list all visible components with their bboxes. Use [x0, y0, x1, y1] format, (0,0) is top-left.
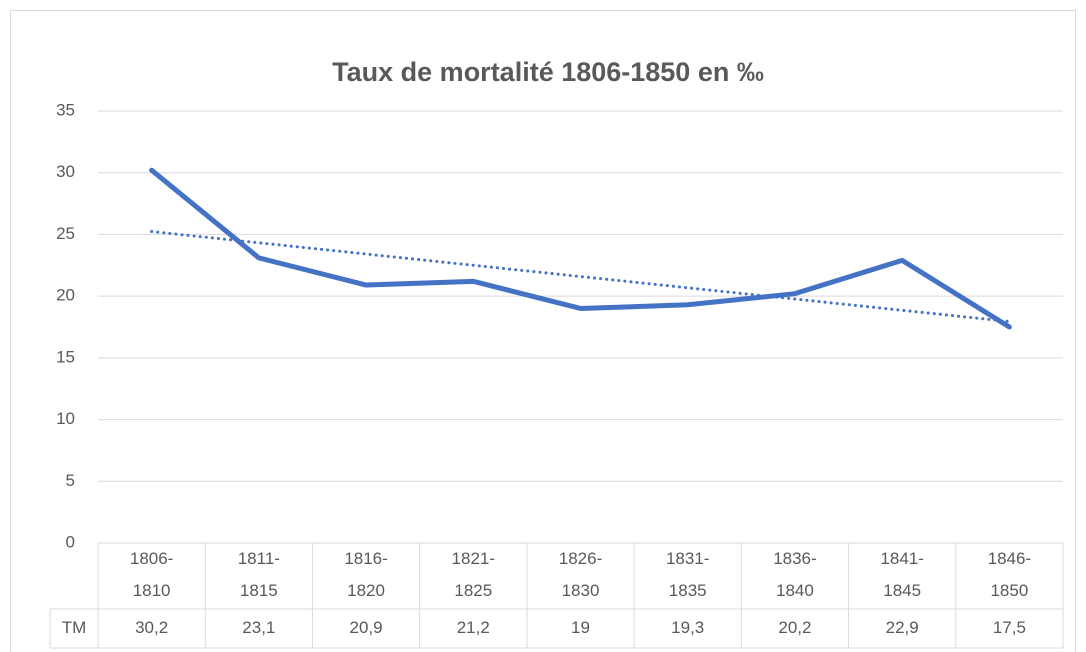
x-tick-label: 1806-1810 [130, 549, 173, 600]
y-tick-label: 25 [56, 224, 75, 243]
table-value: 22,9 [886, 618, 919, 637]
table-value: 17,5 [993, 618, 1026, 637]
table-value: 20,9 [350, 618, 383, 637]
table-value: 20,2 [778, 618, 811, 637]
table-value: 19,3 [671, 618, 704, 637]
x-tick-label: 1821-1825 [452, 549, 495, 600]
x-tick-label: 1816-1820 [344, 549, 387, 600]
chart-title: Taux de mortalité 1806-1850 en ‰ [332, 57, 764, 87]
y-tick-label: 35 [56, 100, 75, 119]
x-tick-label: 1831-1835 [666, 549, 709, 600]
table-value: 23,1 [242, 618, 275, 637]
y-tick-label: 5 [66, 471, 75, 490]
y-tick-label: 0 [66, 532, 75, 551]
y-tick-label: 30 [56, 162, 75, 181]
x-tick-label: 1811-1815 [238, 549, 280, 600]
trendline [150, 230, 1011, 324]
x-tick-label: 1836-1840 [773, 549, 816, 600]
line [149, 167, 1012, 330]
x-tick-label: 1826-1830 [559, 549, 602, 600]
y-tick-label: 10 [56, 409, 75, 428]
table-value: 30,2 [135, 618, 168, 637]
y-tick-label: 20 [56, 286, 75, 305]
legend-entry: TM [62, 618, 87, 637]
y-tick-label: 15 [56, 347, 75, 366]
chart-border [10, 10, 1076, 652]
table-value: 19 [571, 618, 590, 637]
x-tick-label: 1846-1850 [988, 549, 1031, 600]
table-value: 21,2 [457, 618, 490, 637]
x-tick-label: 1841-1845 [880, 549, 923, 600]
